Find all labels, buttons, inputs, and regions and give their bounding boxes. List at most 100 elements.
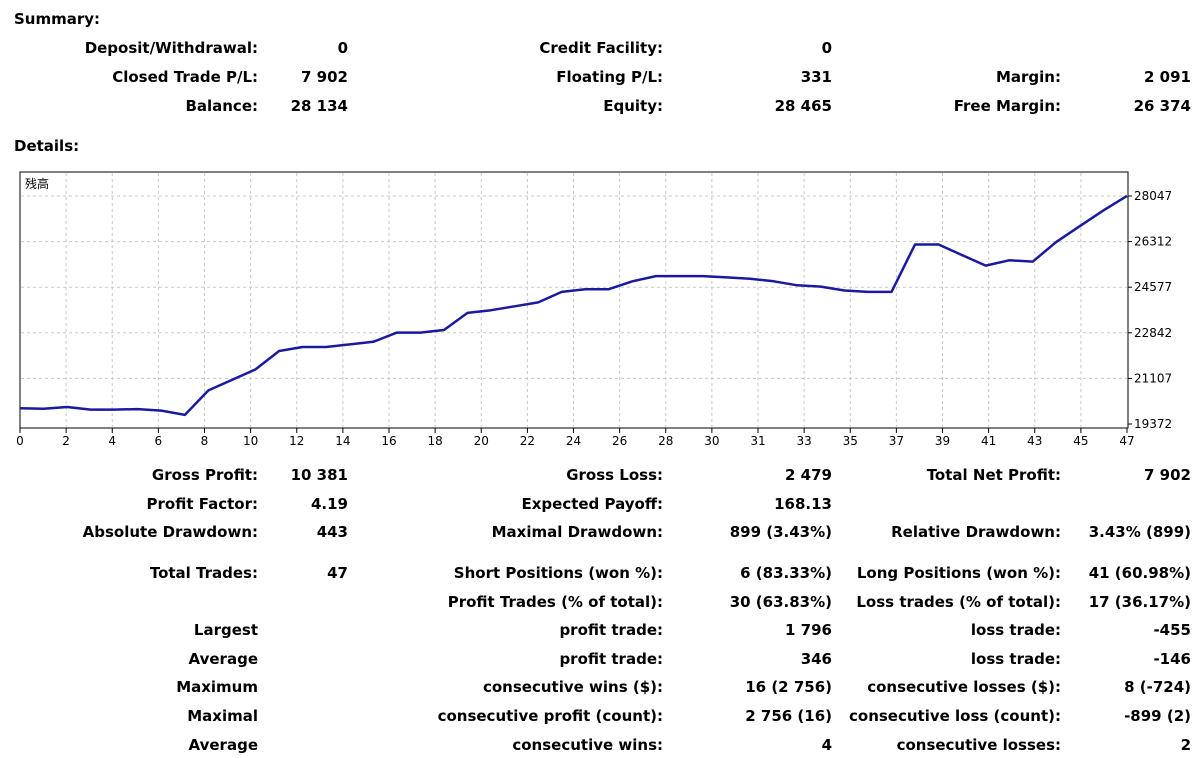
- details-label: consecutive wins:: [512, 736, 663, 754]
- x-tick-label: 8: [201, 434, 209, 448]
- details-label: Maximal: [187, 707, 258, 725]
- x-tick-label: 41: [981, 434, 996, 448]
- y-tick-label: 24577: [1134, 280, 1172, 294]
- details-value: 7 902: [1144, 466, 1191, 484]
- x-tick-label: 0: [16, 434, 24, 448]
- x-tick-label: 20: [474, 434, 489, 448]
- x-tick-label: 33: [796, 434, 811, 448]
- balance-series-line: [19, 194, 1128, 417]
- x-tick-label: 4: [108, 434, 116, 448]
- details-value: 30 (63.83%): [729, 593, 832, 611]
- details-value: 16 (2 756): [745, 678, 832, 696]
- summary-label: Deposit/Withdrawal:: [84, 39, 258, 57]
- details-value: 6 (83.33%): [740, 564, 832, 582]
- x-tick-label: 30: [704, 434, 719, 448]
- summary-value: 26 374: [1133, 97, 1191, 115]
- details-value: 41 (60.98%): [1088, 564, 1191, 582]
- details-value: 17 (36.17%): [1088, 593, 1191, 611]
- summary-label: Free Margin:: [953, 97, 1061, 115]
- x-tick-label: 16: [381, 434, 396, 448]
- x-tick-label: 45: [1073, 434, 1088, 448]
- details-label: loss trade:: [970, 621, 1061, 639]
- summary-label: Closed Trade P/L:: [112, 68, 258, 86]
- details-value: 8 (-724): [1124, 678, 1191, 696]
- details-label: profit trade:: [559, 621, 663, 639]
- x-tick-label: 28: [658, 434, 673, 448]
- y-tick-label: 22842: [1134, 326, 1172, 340]
- y-tick-label: 28047: [1134, 189, 1172, 203]
- details-value: 2 479: [785, 466, 832, 484]
- details-label: consecutive wins ($):: [482, 678, 663, 696]
- details-label: Absolute Drawdown:: [82, 523, 258, 541]
- summary-title: Summary:: [14, 10, 101, 28]
- details-label: Maximal Drawdown:: [491, 523, 663, 541]
- x-tick-label: 10: [243, 434, 258, 448]
- chart-grid-horizontal: [21, 195, 1127, 379]
- balance-chart: 残高 0 2 4 6 8 10 12 14 16 18 20 22 24 26 28 30 31 33 35 37 39…: [16, 171, 1172, 448]
- details-value: 2 756 (16): [745, 707, 832, 725]
- details-label: profit trade:: [559, 650, 663, 668]
- details-label: Profit Factor:: [146, 495, 258, 513]
- details-label: Gross Profit:: [151, 466, 258, 484]
- summary-label: Equity:: [603, 97, 663, 115]
- summary-value: 7 902: [301, 68, 348, 86]
- details-value: 3.43% (899): [1088, 523, 1191, 541]
- x-tick-label: 14: [335, 434, 350, 448]
- details-label: consecutive loss (count):: [849, 707, 1061, 725]
- x-tick-label: 47: [1119, 434, 1134, 448]
- details-label: Total Trades:: [149, 564, 258, 582]
- chart-grid-vertical: [65, 173, 1082, 427]
- details-value: 2: [1180, 736, 1191, 754]
- x-tick-label: 37: [889, 434, 904, 448]
- details-value: 1 796: [785, 621, 832, 639]
- chart-x-tick-labels: 0 2 4 6 8 10 12 14 16 18 20 22 24 26 28 30 31 33 35 37 39 41 4…: [16, 428, 1135, 448]
- details-label: Maximum: [176, 678, 258, 696]
- details-label: Gross Loss:: [566, 466, 663, 484]
- details-label: Short Positions (won %):: [453, 564, 663, 582]
- x-tick-label: 31: [750, 434, 765, 448]
- details-value: -455: [1153, 621, 1191, 639]
- summary-label: Margin:: [995, 68, 1061, 86]
- details-label: loss trade:: [970, 650, 1061, 668]
- details-label: Relative Drawdown:: [891, 523, 1061, 541]
- chart-title: 残高: [25, 176, 49, 191]
- x-tick-label: 22: [520, 434, 535, 448]
- details-value: 443: [316, 523, 348, 541]
- details-label: consecutive profit (count):: [437, 707, 663, 725]
- summary-value: 2 091: [1144, 68, 1191, 86]
- x-tick-label: 43: [1027, 434, 1042, 448]
- x-tick-label: 35: [843, 434, 858, 448]
- details-label: consecutive losses ($):: [867, 678, 1061, 696]
- x-tick-label: 12: [289, 434, 304, 448]
- details-label: Profit Trades (% of total):: [447, 593, 663, 611]
- summary-label: Credit Facility:: [539, 39, 663, 57]
- details-value: 346: [800, 650, 832, 668]
- details-value: 47: [327, 564, 348, 582]
- summary-value: 0: [821, 39, 832, 57]
- y-tick-label: 26312: [1134, 235, 1172, 249]
- summary-value: 28 465: [774, 97, 832, 115]
- y-tick-label: 19372: [1134, 417, 1172, 431]
- details-label: Long Positions (won %):: [856, 564, 1061, 582]
- details-value: 4.19: [310, 495, 348, 513]
- summary-value: 0: [337, 39, 348, 57]
- details-value: -899 (2): [1124, 707, 1191, 725]
- details-label: Average: [188, 650, 258, 668]
- summary-label: Floating P/L:: [556, 68, 663, 86]
- details-value: 168.13: [774, 495, 832, 513]
- details-label: Largest: [193, 621, 258, 639]
- x-tick-label: 24: [566, 434, 581, 448]
- details-value: -146: [1153, 650, 1191, 668]
- details-value: 899 (3.43%): [729, 523, 832, 541]
- details-label: consecutive losses:: [896, 736, 1061, 754]
- details-value: 10 381: [290, 466, 348, 484]
- details-label: Expected Payoff:: [521, 495, 663, 513]
- x-tick-label: 2: [62, 434, 70, 448]
- details-value: 4: [821, 736, 832, 754]
- summary-value: 28 134: [290, 97, 348, 115]
- details-label: Loss trades (% of total):: [856, 593, 1061, 611]
- details-label: Average: [188, 736, 258, 754]
- details-title: Details:: [14, 137, 80, 155]
- y-tick-label: 21107: [1134, 371, 1172, 385]
- x-tick-label: 6: [155, 434, 163, 448]
